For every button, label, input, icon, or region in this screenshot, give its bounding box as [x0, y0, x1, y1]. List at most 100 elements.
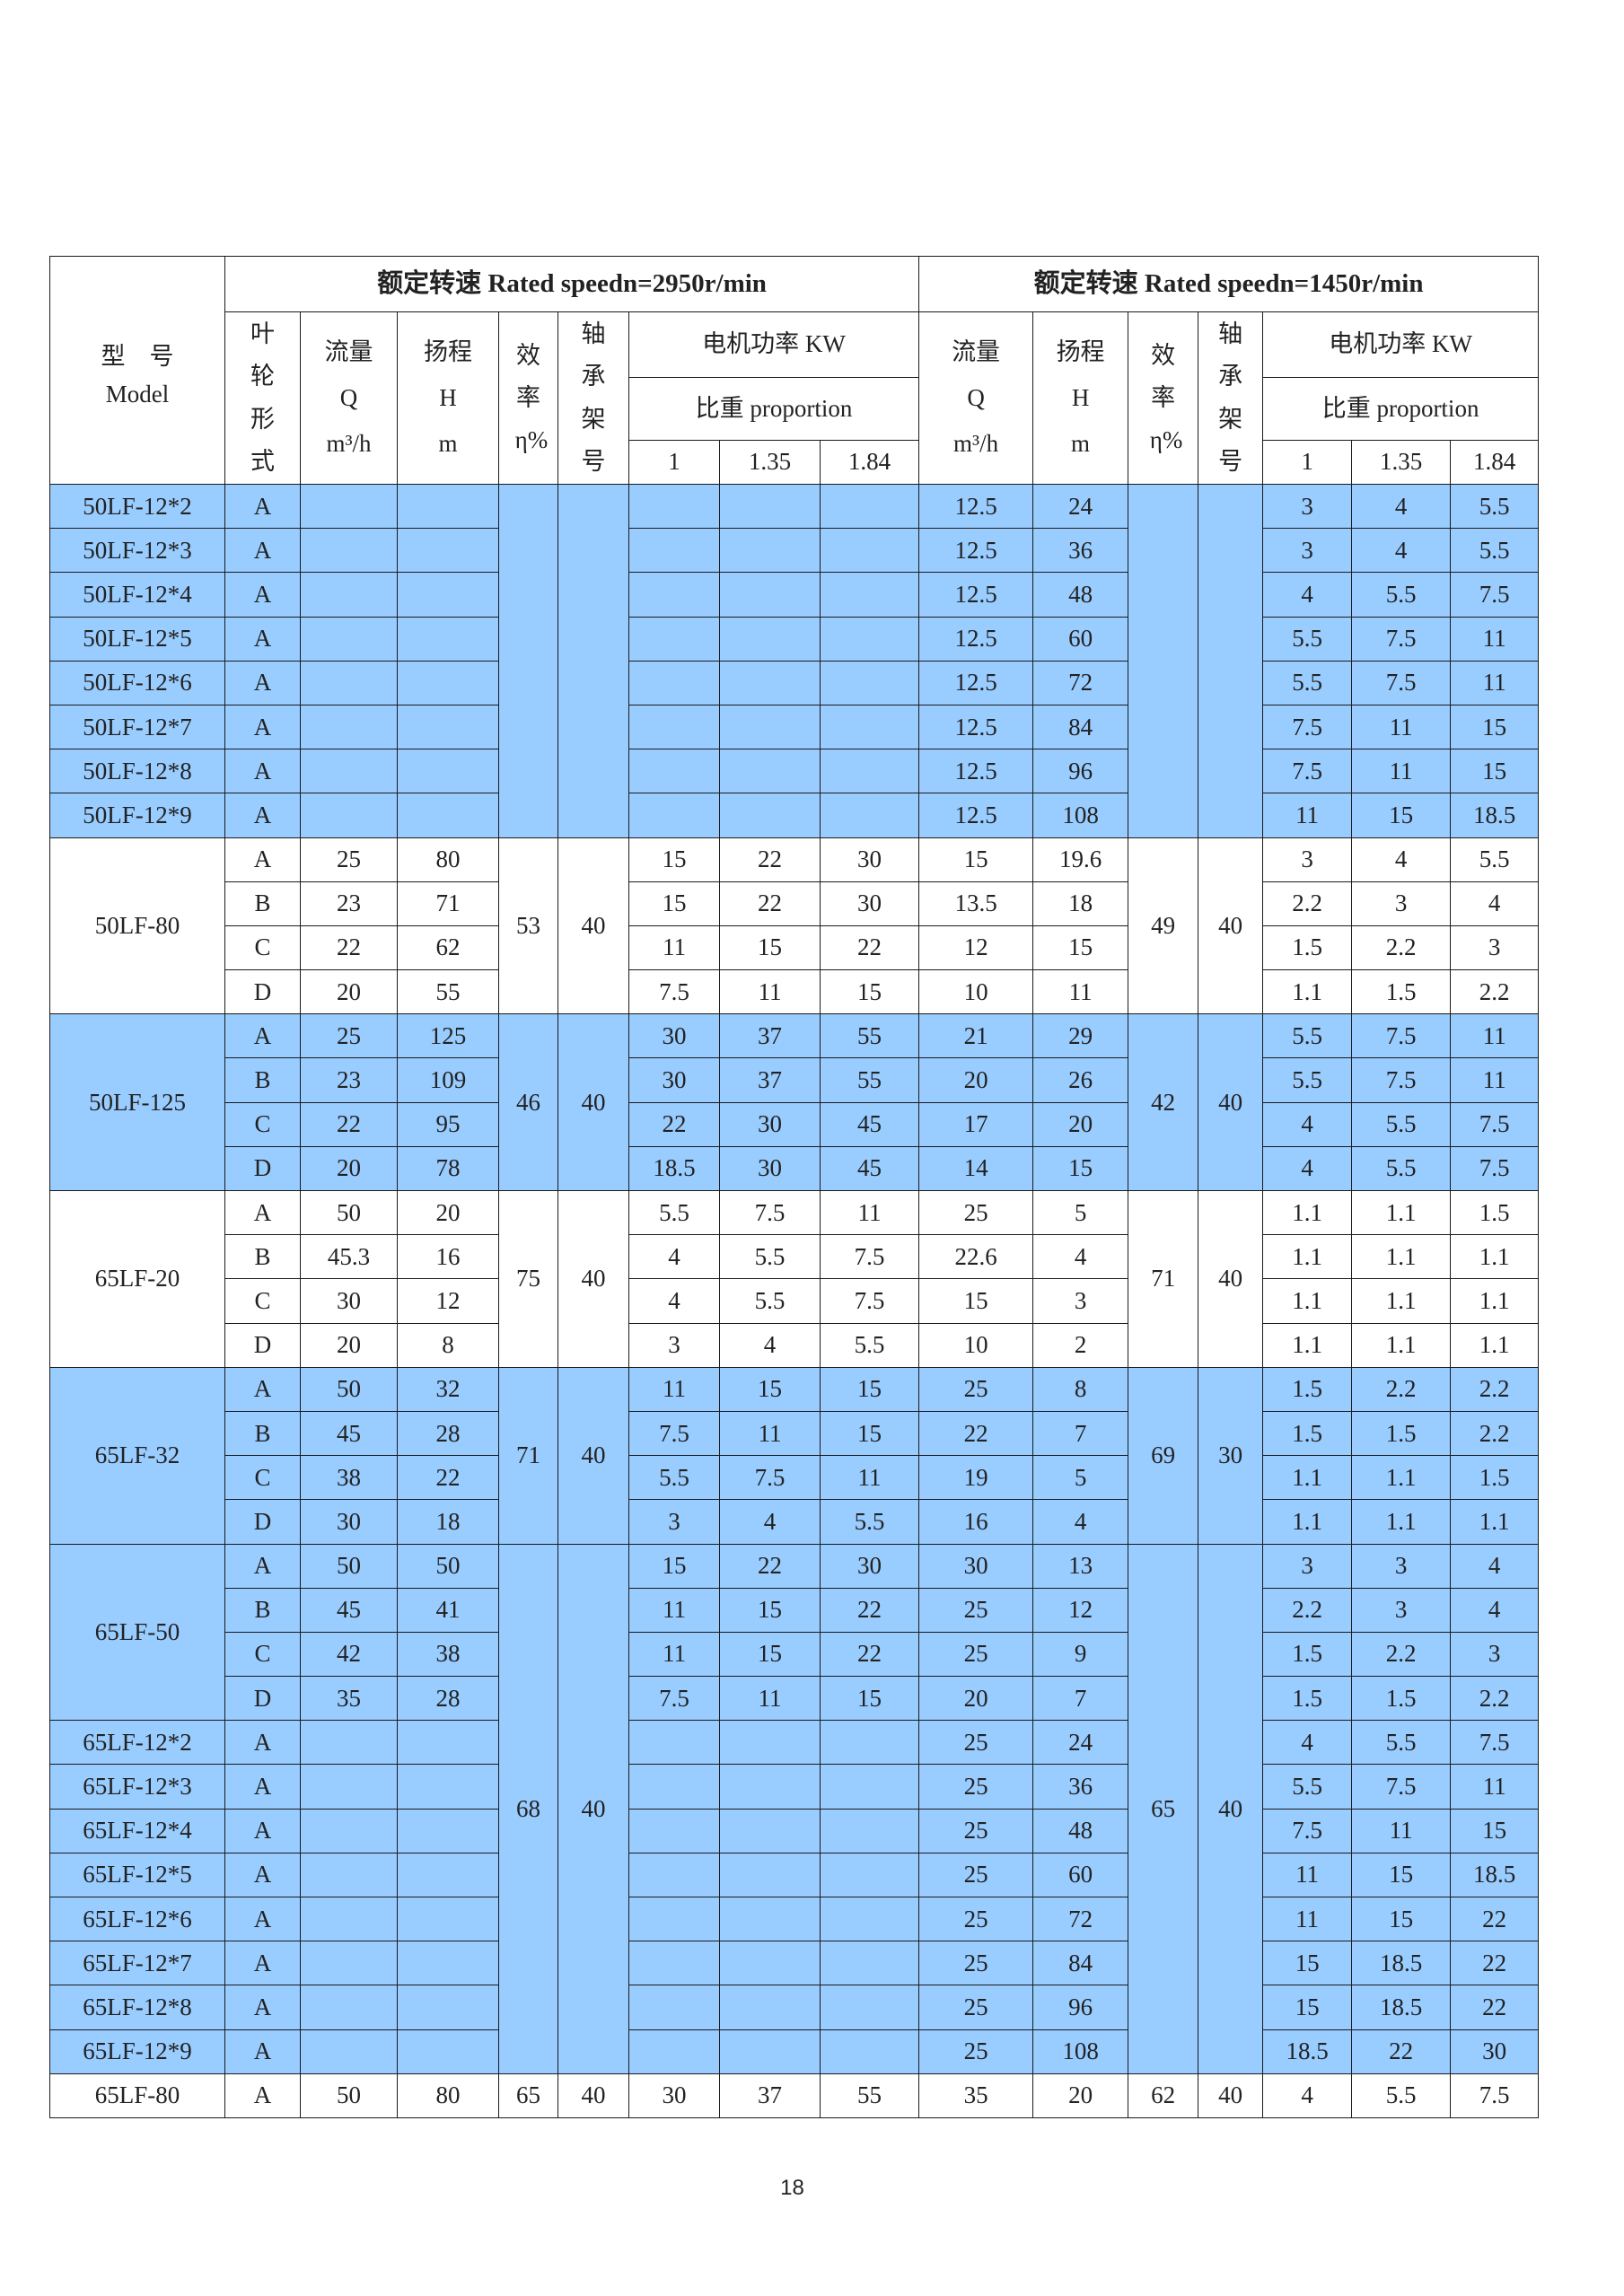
power-1450-1.35-cell: 1.1 [1351, 1322, 1452, 1368]
table-row: 65LF-12*5 A 25 60 11 15 18.5 [49, 1852, 1540, 1898]
power-1.35-cell: 7.5 [719, 1455, 821, 1501]
power-1450-1.84-cell: 22 [1450, 1985, 1540, 2030]
power-1450-1-cell: 15 [1262, 1941, 1353, 1986]
flow-1450-cell: 25 [918, 1985, 1034, 2030]
head-2950-cell: 80 [397, 2073, 499, 2118]
power-1450-1.84-cell: 15 [1450, 1808, 1540, 1853]
bearing-1450-cell: 30 [1198, 1366, 1264, 1545]
model-cell: 65LF-12*6 [49, 1896, 225, 1942]
power-1.35-cell [719, 1808, 821, 1853]
flow-1450-cell: 22 [918, 1410, 1034, 1457]
header-efficiency-text: 效率η% [514, 341, 549, 454]
flow-2950-cell: 45 [300, 1587, 398, 1633]
efficiency-1450-cell: 49 [1128, 837, 1199, 1015]
model-cell: 50LF-12*6 [49, 660, 225, 705]
power-1450-1-cell: 1.1 [1262, 1322, 1353, 1368]
power-1-cell [628, 660, 720, 705]
model-cell: 50LF-12*5 [49, 616, 225, 662]
power-1450-1-cell: 7.5 [1262, 1808, 1353, 1853]
power-1.35-cell: 37 [719, 1057, 821, 1103]
power-1450-1.35-cell: 7.5 [1351, 1013, 1452, 1059]
bearing-1450-cell: 40 [1198, 1190, 1264, 1368]
power-1.35-cell: 37 [719, 1013, 821, 1059]
power-1.35-cell: 30 [719, 1101, 821, 1147]
power-1450-1.84-cell: 18.5 [1450, 1852, 1540, 1898]
power-1-cell [628, 749, 720, 794]
header-efficiency-2950: 效率η% [498, 311, 558, 485]
power-1.84-cell: 22 [819, 1587, 920, 1633]
power-1.35-cell: 4 [719, 1322, 821, 1368]
head-2950-cell: 125 [397, 1013, 499, 1059]
head-1450-cell: 5 [1032, 1455, 1129, 1501]
power-1450-1.84-cell: 7.5 [1450, 1145, 1540, 1192]
power-1450-1.84-cell: 7.5 [1450, 1720, 1540, 1766]
table-row: B 45.3 16 4 5.5 7.5 22.6 4 1.1 1.1 1.1 [49, 1234, 1540, 1280]
impeller-cell: D [224, 1499, 301, 1545]
model-cell: 65LF-12*7 [49, 1941, 225, 1986]
table-row: 50LF-12*6 A 12.5 72 5.5 7.5 11 [49, 660, 1540, 705]
impeller-cell: A [224, 1764, 301, 1810]
bearing-2950-cell: 40 [557, 1190, 629, 1368]
head-1450-cell: 4 [1032, 1234, 1129, 1280]
power-1450-1-cell: 11 [1262, 1896, 1353, 1942]
power-1-cell [628, 572, 720, 618]
model-cell: 50LF-12*2 [49, 483, 225, 530]
table-row: 65LF-80 A 50 80 65 40 30 37 55 35 20 62 40 4 5.5 7.5 [49, 2073, 1540, 2118]
power-1450-1.35-cell: 2.2 [1351, 925, 1452, 971]
flow-2950-cell [300, 572, 398, 618]
header-bearing-2950: 轴承架号 [557, 311, 629, 485]
head-2950-cell [397, 1720, 499, 1766]
power-1450-1.35-cell: 18.5 [1351, 1985, 1452, 2030]
power-1.84-cell: 5.5 [819, 1322, 920, 1368]
power-1-cell: 7.5 [628, 969, 720, 1015]
power-1450-1.84-cell: 3 [1450, 1631, 1540, 1678]
power-1450-1.35-cell: 1.1 [1351, 1189, 1452, 1236]
header-speed-2950: 额定转速 Rated speedn=2950r/min [224, 256, 920, 312]
table-row: 65LF-12*2 A 25 24 4 5.5 7.5 [49, 1720, 1540, 1766]
model-cell: 65LF-32 [49, 1366, 225, 1545]
head-1450-cell: 108 [1032, 793, 1129, 838]
impeller-cell: C [224, 1455, 301, 1501]
flow-1450-cell: 12.5 [918, 616, 1034, 662]
model-cell: 50LF-12*3 [49, 528, 225, 574]
power-1.84-cell [819, 1852, 920, 1898]
model-cell: 65LF-12*8 [49, 1985, 225, 2030]
power-1.35-cell [719, 749, 821, 794]
impeller-cell: A [224, 1013, 301, 1059]
flow-2950-cell [300, 483, 398, 530]
power-1450-1.84-cell: 4 [1450, 1543, 1540, 1589]
power-1-cell: 15 [628, 881, 720, 926]
power-1.35-cell: 11 [719, 1410, 821, 1457]
head-2950-cell [397, 660, 499, 705]
head-2950-cell: 16 [397, 1234, 499, 1280]
table-row: 50LF-12*4 A 12.5 48 4 5.5 7.5 [49, 572, 1540, 618]
flow-2950-cell: 50 [300, 1366, 398, 1412]
head-2950-cell: 38 [397, 1631, 499, 1678]
model-cell: 50LF-125 [49, 1013, 225, 1191]
table-row: C 38 22 5.5 7.5 11 19 5 1.1 1.1 1.5 [49, 1455, 1540, 1501]
table-row: 50LF-12*8 A 12.5 96 7.5 11 15 [49, 749, 1540, 794]
flow-2950-cell: 42 [300, 1631, 398, 1678]
model-cell: 65LF-12*5 [49, 1852, 225, 1898]
header-speed-1450: 额定转速 Rated speedn=1450r/min [918, 256, 1540, 312]
power-1-cell [628, 616, 720, 662]
impeller-cell: D [224, 1322, 301, 1368]
power-1450-1.84-cell: 1.1 [1450, 1322, 1540, 1368]
head-1450-cell: 12 [1032, 1587, 1129, 1633]
power-1450-1.35-cell: 1.5 [1351, 1410, 1452, 1457]
bearing-2950-cell: 40 [557, 1543, 629, 2074]
flow-2950-cell: 23 [300, 881, 398, 926]
impeller-cell: C [224, 1631, 301, 1678]
table-row: D 30 18 3 4 5.5 16 4 1.1 1.1 1.1 [49, 1499, 1540, 1545]
power-1450-1.35-cell: 7.5 [1351, 660, 1452, 705]
power-1.84-cell [819, 1764, 920, 1810]
power-1450-1.84-cell: 5.5 [1450, 528, 1540, 574]
efficiency-2950-cell: 46 [498, 1013, 558, 1191]
power-1450-1-cell: 3 [1262, 483, 1353, 530]
table-row: 50LF-80 A 25 80 53 40 15 22 30 15 19.6 49 40 3 4 5.5 [49, 837, 1540, 1015]
table-row: 65LF-12*8 A 25 96 15 18.5 22 [49, 1985, 1540, 2030]
power-1450-1.35-cell: 7.5 [1351, 1764, 1452, 1810]
power-1450-1.84-cell: 11 [1450, 616, 1540, 662]
power-1450-1.84-cell: 5.5 [1450, 837, 1540, 882]
